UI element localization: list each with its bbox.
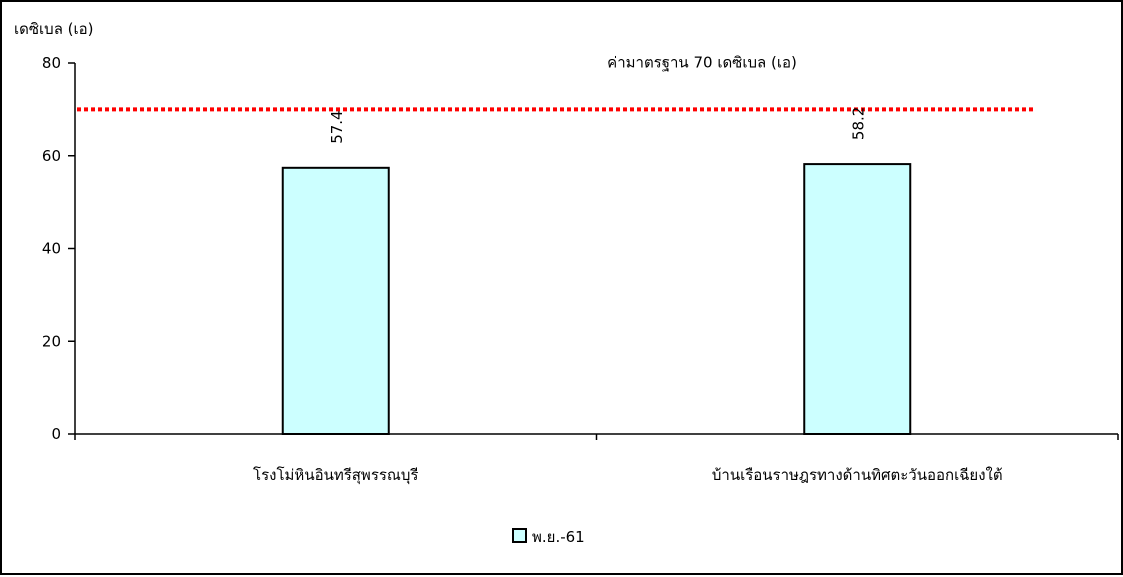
- y-tick-label: 60: [42, 147, 61, 165]
- bar-value-label: 58.2: [849, 107, 867, 140]
- reference-line-label: ค่ามาตรฐาน 70 เดซิเบล (เอ): [607, 53, 797, 71]
- x-labels: โรงโม่หินอินทรีสุพรรณบุรี บ้านเรือนราษฎรท…: [253, 466, 1003, 485]
- bar: [281, 166, 390, 435]
- bar-value-label: 57.4: [328, 110, 346, 143]
- y-tick-label: 40: [42, 240, 61, 258]
- y-ticks: 0 20 40 60 80: [42, 54, 75, 443]
- legend-swatch: [512, 528, 527, 543]
- legend-label: พ.ย.-61: [532, 528, 585, 546]
- y-tick-label: 0: [51, 425, 61, 443]
- y-tick-label: 80: [42, 54, 61, 72]
- x-category-label: โรงโม่หินอินทรีสุพรรณบุรี: [253, 466, 418, 485]
- y-axis-label: เดซิเบล (เอ): [14, 20, 94, 38]
- bar: [803, 163, 912, 435]
- x-ticks: [74, 434, 1119, 440]
- legend: พ.ย.-61: [512, 528, 585, 546]
- x-category-label: บ้านเรือนราษฎรทางด้านทิศตะวันออกเฉียงใต้: [712, 466, 1003, 484]
- bars: 57.4 58.2: [281, 107, 912, 435]
- y-tick-label: 20: [42, 332, 61, 350]
